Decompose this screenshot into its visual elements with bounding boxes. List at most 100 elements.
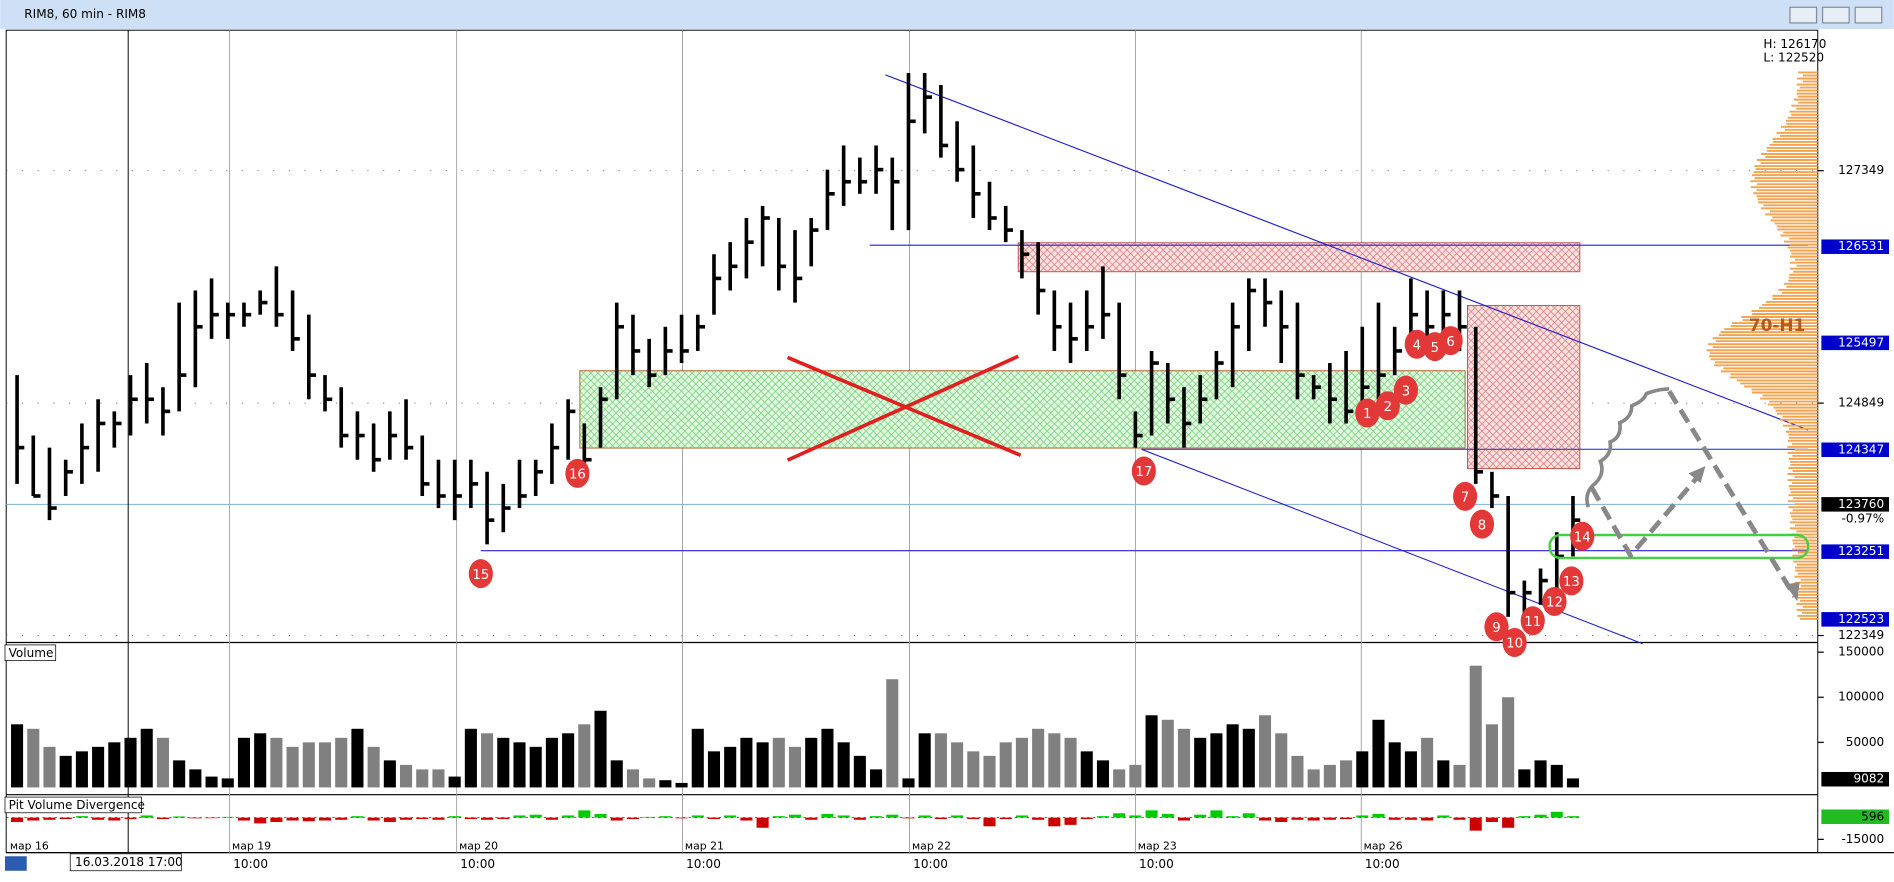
- bar: [205, 817, 218, 819]
- bar: [1421, 737, 1434, 788]
- bar: [1291, 755, 1304, 788]
- bar: [1194, 737, 1207, 788]
- bar: [1129, 764, 1142, 788]
- maximize-button[interactable]: [1821, 6, 1850, 24]
- bar: [578, 724, 591, 788]
- window-title: RIM8, 60 min - RIM8: [24, 7, 146, 21]
- bar: [529, 746, 542, 788]
- bar: [1340, 760, 1353, 788]
- bar: [1226, 816, 1239, 818]
- bar: [43, 746, 56, 788]
- change-label: -0.97%: [1841, 511, 1884, 525]
- bar: [643, 816, 656, 818]
- annotation-marker: [1570, 521, 1595, 551]
- annotation-label: 16: [569, 468, 586, 483]
- bar: [124, 817, 137, 820]
- bar: [497, 737, 510, 788]
- bar: [1080, 751, 1093, 788]
- bar: [853, 755, 866, 788]
- bar: [108, 742, 121, 788]
- annotation-label: 3: [1402, 384, 1410, 399]
- bar: [1015, 815, 1028, 818]
- bar: [237, 817, 251, 821]
- bar: [367, 817, 380, 821]
- bar: [286, 746, 299, 788]
- bar: [724, 815, 737, 818]
- level-label: 122523: [1838, 612, 1884, 626]
- bar: [756, 742, 769, 788]
- bar: [1113, 769, 1126, 788]
- bar: [1210, 733, 1223, 788]
- minimize-button[interactable]: [1789, 6, 1818, 24]
- bar: [1307, 817, 1320, 821]
- date-label: мар 26: [1364, 840, 1403, 853]
- bar: [318, 742, 332, 788]
- time-label: 10:00: [460, 857, 495, 871]
- zone-label: 70-H1: [1749, 315, 1805, 335]
- bar: [740, 737, 753, 788]
- last-divergence-label: 596: [1861, 809, 1884, 823]
- bar: [724, 746, 737, 788]
- bar: [270, 817, 283, 822]
- bar: [610, 817, 623, 821]
- bar: [545, 737, 558, 788]
- bar: [221, 778, 234, 788]
- bar: [1566, 816, 1580, 818]
- bar: [1226, 724, 1239, 788]
- bar: [1032, 728, 1045, 788]
- bar: [1502, 697, 1515, 788]
- annotation-marker: [1355, 398, 1380, 428]
- time-label: 10:00: [913, 857, 948, 871]
- annotation-marker: [1542, 586, 1567, 616]
- y-tick-label: 50000: [1846, 735, 1884, 749]
- bar: [983, 755, 996, 788]
- bar: [951, 742, 964, 788]
- bar: [513, 742, 526, 788]
- bar: [999, 817, 1012, 820]
- annotation-marker: [565, 458, 590, 488]
- time-label: 10:00: [1139, 857, 1174, 871]
- bar: [1518, 816, 1531, 818]
- annotation-marker: [1375, 391, 1400, 421]
- bar: [221, 816, 234, 818]
- bar: [1550, 764, 1563, 788]
- bar: [967, 751, 980, 788]
- y-tick-label: 150000: [1838, 645, 1884, 659]
- bar: [335, 737, 348, 788]
- bar: [1518, 769, 1531, 788]
- annotation-label: 11: [1524, 615, 1541, 630]
- toolbar-button[interactable]: [4, 856, 27, 871]
- bar: [626, 769, 639, 788]
- bar: [1323, 764, 1336, 788]
- bar: [837, 815, 850, 818]
- level-label: 125497: [1838, 335, 1884, 349]
- bar: [1388, 817, 1401, 820]
- bar: [707, 817, 721, 820]
- bar: [1291, 817, 1304, 820]
- bar: [805, 817, 818, 820]
- y-tick-label: 100000: [1838, 690, 1884, 704]
- close-button[interactable]: [1854, 6, 1883, 24]
- bar: [254, 733, 267, 788]
- level-box: [1821, 544, 1890, 559]
- bar: [302, 817, 315, 822]
- level-label: 124347: [1838, 442, 1884, 456]
- bar: [578, 810, 591, 818]
- annotation-label: 7: [1461, 491, 1469, 506]
- annotation-label: 17: [1135, 465, 1152, 480]
- y-tick-label: 122349: [1838, 628, 1884, 642]
- cross-mark: [786, 354, 1019, 462]
- support-zone: [579, 370, 1466, 449]
- y-tick-label: 124849: [1838, 396, 1884, 410]
- bar: [59, 755, 72, 788]
- bar: [1372, 813, 1385, 818]
- bar: [432, 817, 445, 820]
- bar: [1502, 817, 1515, 828]
- bar: [1275, 817, 1288, 822]
- last-volume-label: 9082: [1853, 772, 1884, 786]
- annotation-label: 8: [1478, 518, 1486, 533]
- projected-path: [1589, 471, 1703, 560]
- bar: [934, 733, 947, 788]
- bar: [27, 728, 40, 788]
